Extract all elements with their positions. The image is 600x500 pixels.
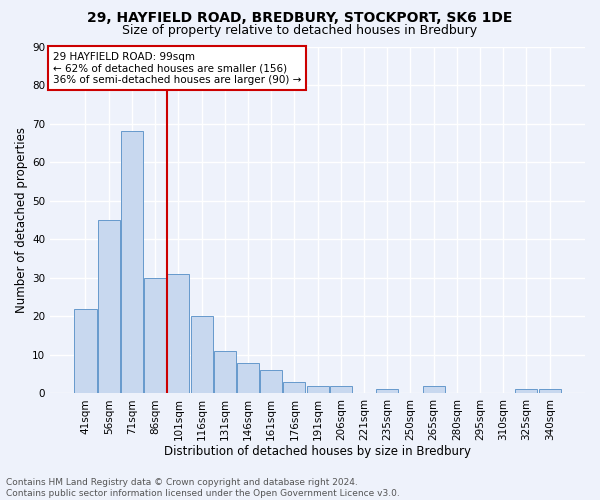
Bar <box>307 386 329 394</box>
Bar <box>283 382 305 394</box>
Bar <box>422 386 445 394</box>
Bar <box>144 278 166 394</box>
Bar <box>515 390 538 394</box>
Bar <box>74 308 97 394</box>
Bar <box>237 362 259 394</box>
Bar <box>376 390 398 394</box>
Text: 29 HAYFIELD ROAD: 99sqm
← 62% of detached houses are smaller (156)
36% of semi-d: 29 HAYFIELD ROAD: 99sqm ← 62% of detache… <box>53 52 301 85</box>
Bar <box>539 390 560 394</box>
Bar <box>214 351 236 394</box>
Bar <box>167 274 190 394</box>
Y-axis label: Number of detached properties: Number of detached properties <box>15 127 28 313</box>
Bar <box>330 386 352 394</box>
Bar <box>98 220 120 394</box>
Text: Size of property relative to detached houses in Bredbury: Size of property relative to detached ho… <box>122 24 478 37</box>
Bar <box>191 316 212 394</box>
Text: Contains HM Land Registry data © Crown copyright and database right 2024.
Contai: Contains HM Land Registry data © Crown c… <box>6 478 400 498</box>
Bar <box>260 370 282 394</box>
X-axis label: Distribution of detached houses by size in Bredbury: Distribution of detached houses by size … <box>164 444 471 458</box>
Text: 29, HAYFIELD ROAD, BREDBURY, STOCKPORT, SK6 1DE: 29, HAYFIELD ROAD, BREDBURY, STOCKPORT, … <box>88 11 512 25</box>
Bar <box>121 132 143 394</box>
